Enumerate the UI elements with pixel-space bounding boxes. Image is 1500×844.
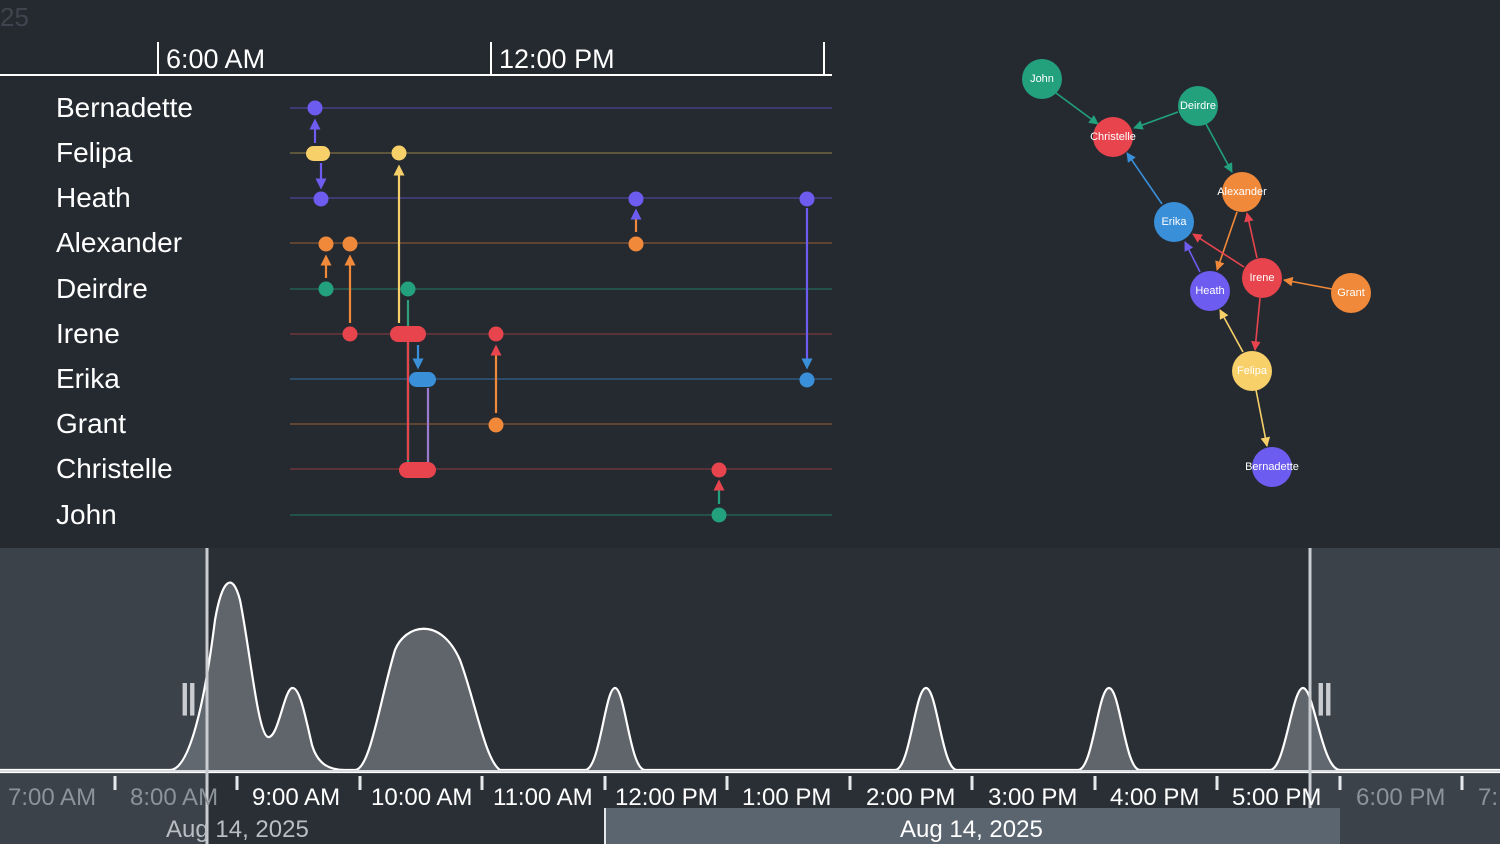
node-label-deirdre: Deirdre [1179,100,1217,112]
tick-6pm: 6:00 PM [1356,784,1446,811]
person-name-heath: Heath [56,182,131,213]
node-irene[interactable] [1242,258,1282,298]
node-label-john: John [1030,73,1054,85]
tick-7am: 7:00 AM [8,784,97,811]
date-band [605,808,1340,844]
tick-8am: 8:00 AM [130,784,219,811]
timeline-unselected-left [0,548,207,844]
event-dots[interactable] [306,100,815,523]
activity-histogram [0,581,1500,774]
node-alexander[interactable] [1222,172,1262,212]
tick-12pm: 12:00 PM [615,784,718,811]
node-label-christelle: Christelle [1090,131,1136,143]
node-heath[interactable] [1190,271,1230,311]
timeline-right-grip-icon[interactable]: || [1316,678,1333,716]
tick-4pm: 4:00 PM [1110,784,1200,811]
node-label-alexander: Alexander [1217,186,1267,198]
tick-3pm: 3:00 PM [988,784,1078,811]
node-label-irene: Irene [1249,272,1275,284]
person-name-christelle: Christelle [56,453,173,484]
axis-label-6am: 6:00 AM [166,44,266,74]
node-john[interactable] [1022,59,1062,99]
node-deirdre[interactable] [1178,86,1218,126]
person-name-irene: Irene [56,318,120,349]
node-bernadette[interactable] [1252,447,1292,487]
timeline-left-grip-icon[interactable]: || [180,678,197,716]
person-name-alexander: Alexander [56,227,183,258]
node-christelle[interactable] [1093,117,1133,157]
person-name-felipa: Felipa [56,137,133,168]
person-name-bernadette: Bernadette [56,92,193,123]
timeline-unselected-right [1310,548,1500,844]
tick-5pm: 5:00 PM [1232,784,1322,811]
date-label-center: Aug 14, 2025 [900,816,1043,843]
tick-2pm: 2:00 PM [866,784,956,811]
network-edges [1055,92,1333,447]
node-label-erika: Erika [1161,216,1187,228]
node-grant[interactable] [1331,273,1371,313]
node-label-bernadette: Bernadette [1245,461,1299,473]
node-felipa[interactable] [1232,351,1272,391]
tick-11am: 11:00 AM [493,784,593,811]
person-name-john: John [56,499,117,530]
tick-10am: 10:00 AM [371,784,473,811]
axis-label-12pm: 12:00 PM [499,44,615,74]
year-label: 25 [0,2,29,32]
node-label-grant: Grant [1337,287,1365,299]
date-label-left: Aug 14, 2025 [166,816,309,843]
person-name-grant: Grant [56,408,127,439]
tick-9am: 9:00 AM [252,784,341,811]
lane-lines [290,107,832,516]
node-erika[interactable] [1154,202,1194,242]
tick-1pm: 1:00 PM [742,784,832,811]
node-label-felipa: Felipa [1237,365,1267,377]
person-name-deirdre: Deirdre [56,273,148,304]
node-label-heath: Heath [1195,285,1225,297]
tick-7pm: 7: [1478,784,1499,811]
person-name-erika: Erika [56,363,120,394]
